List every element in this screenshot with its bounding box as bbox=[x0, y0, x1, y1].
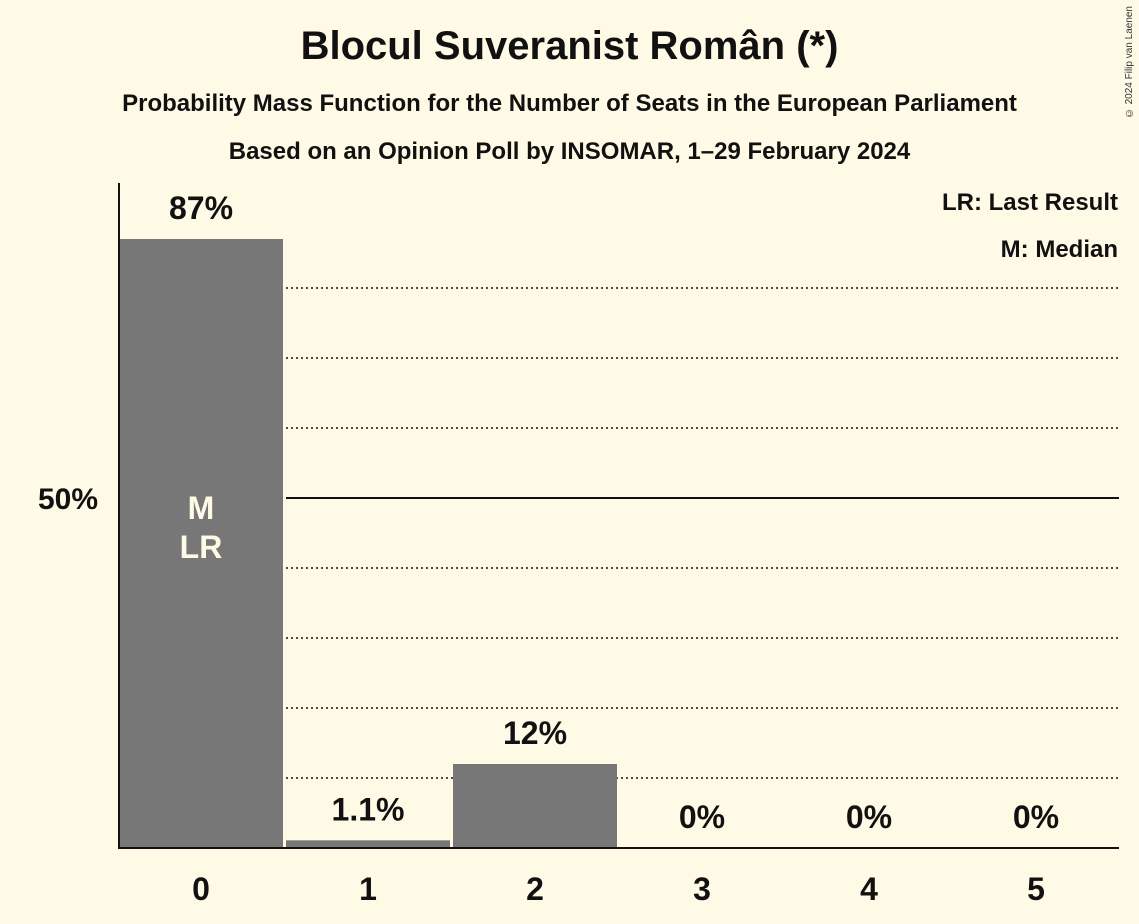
legend-median: M: Median bbox=[1001, 236, 1118, 263]
data-label-3: 0% bbox=[679, 799, 725, 835]
data-label-4: 0% bbox=[846, 799, 892, 835]
chart-subtitle: Probability Mass Function for the Number… bbox=[122, 90, 1017, 117]
x-axis-ticks: 0 1 2 3 4 5 bbox=[192, 871, 1045, 907]
bar-0 bbox=[119, 239, 283, 848]
bar-marker-m: M bbox=[188, 490, 215, 526]
bars bbox=[119, 239, 617, 848]
x-tick-label-1: 1 bbox=[359, 871, 377, 907]
data-label-0: 87% bbox=[169, 190, 233, 226]
gridlines bbox=[286, 287, 1119, 779]
x-tick-label-4: 4 bbox=[860, 871, 878, 907]
x-tick-label-3: 3 bbox=[693, 871, 711, 907]
chart-source-subtitle: Based on an Opinion Poll by INSOMAR, 1–2… bbox=[228, 138, 911, 165]
x-tick-label-2: 2 bbox=[526, 871, 544, 907]
data-label-1: 1.1% bbox=[332, 791, 405, 827]
data-label-2: 12% bbox=[503, 715, 567, 751]
bar-1 bbox=[286, 840, 450, 848]
x-tick-label-5: 5 bbox=[1027, 871, 1045, 907]
data-label-5: 0% bbox=[1013, 799, 1059, 835]
x-tick-label-0: 0 bbox=[192, 871, 210, 907]
legend-last-result: LR: Last Result bbox=[942, 189, 1118, 216]
chart-title: Blocul Suveranist Român (*) bbox=[300, 24, 839, 68]
bar-marker-lr: LR bbox=[180, 529, 223, 565]
y-tick-label-50: 50% bbox=[38, 483, 98, 516]
bar-2 bbox=[453, 764, 617, 848]
data-labels: 87% 1.1% 12% 0% 0% 0% MLR bbox=[169, 190, 1059, 835]
